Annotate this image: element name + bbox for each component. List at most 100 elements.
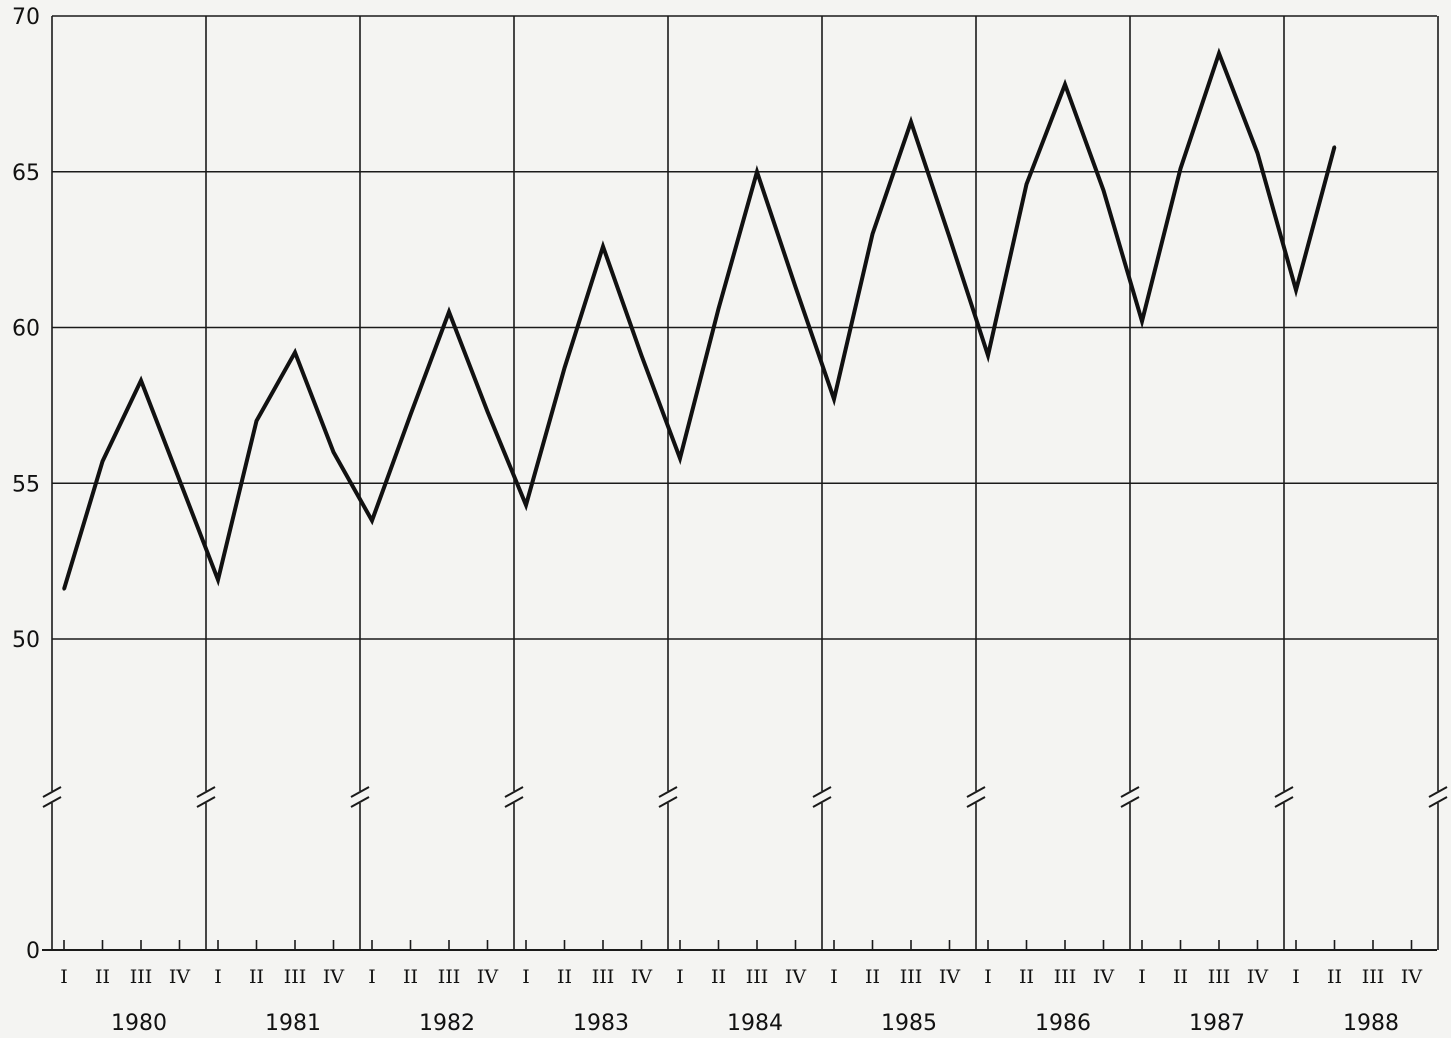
data-point <box>678 456 682 460</box>
data-point <box>62 587 66 591</box>
quarter-tick-label: II <box>403 966 418 988</box>
quarter-tick-label: IV <box>477 966 499 988</box>
axis-break-mark <box>658 786 678 798</box>
y-tick-label: 55 <box>12 472 40 497</box>
year-label: 1987 <box>1189 1011 1245 1036</box>
axis-break-mark <box>658 796 678 808</box>
quarter-tick-label: II <box>711 966 726 988</box>
axis-break-mark <box>1120 796 1140 808</box>
data-point <box>1217 51 1221 55</box>
axis-break-mark <box>1428 786 1448 798</box>
year-label: 1983 <box>573 1011 629 1036</box>
data-point <box>871 232 874 236</box>
quarter-tick-label: II <box>1173 966 1188 988</box>
quarter-tick-label: I <box>214 966 222 988</box>
quarter-tick-label: II <box>1327 966 1342 988</box>
quarter-tick-label: III <box>1054 966 1077 988</box>
axis-break-mark <box>350 796 370 808</box>
axis-break-mark <box>1274 796 1294 808</box>
year-label: 1988 <box>1343 1011 1399 1036</box>
data-point <box>1025 182 1028 186</box>
data-point <box>832 397 836 401</box>
quarter-tick-label: IV <box>323 966 345 988</box>
quarter-tick-label: III <box>284 966 307 988</box>
chart-axes <box>42 786 1448 951</box>
year-label: 1981 <box>265 1011 321 1036</box>
chart-grid <box>51 15 1439 950</box>
axis-break-mark <box>196 786 216 798</box>
quarter-tick-label: III <box>130 966 153 988</box>
year-label: 1984 <box>727 1011 783 1036</box>
year-label: 1986 <box>1035 1011 1091 1036</box>
quarter-tick-label: IV <box>939 966 961 988</box>
y-tick-label: 60 <box>12 317 40 342</box>
quarter-tick-label: I <box>984 966 992 988</box>
quarter-tick-label: I <box>676 966 684 988</box>
quarter-tick-label: I <box>1138 966 1146 988</box>
data-point <box>370 519 374 523</box>
quarter-tick-label: IV <box>1247 966 1269 988</box>
data-point <box>948 235 951 239</box>
quarter-tick-label: II <box>95 966 110 988</box>
y-tick-label: 0 <box>26 939 40 964</box>
data-point <box>524 503 528 507</box>
quarter-tick-label: II <box>557 966 572 988</box>
data-point <box>409 413 412 417</box>
data-point <box>1333 145 1336 149</box>
quarter-tick-label: II <box>1019 966 1034 988</box>
quarter-tick-label: II <box>249 966 264 988</box>
data-point <box>563 366 566 370</box>
data-point <box>986 354 990 358</box>
data-point <box>447 310 451 314</box>
data-point <box>332 450 335 454</box>
data-point <box>1102 188 1105 192</box>
axis-break-mark <box>812 786 832 798</box>
quarter-tick-label: III <box>900 966 923 988</box>
quarter-tick-label: IV <box>169 966 191 988</box>
quarter-tick-label: III <box>438 966 461 988</box>
data-point <box>717 307 720 311</box>
data-point <box>1256 151 1259 155</box>
data-point <box>755 170 759 174</box>
data-point <box>255 419 258 423</box>
quarter-tick-label: IV <box>1401 966 1423 988</box>
quarter-tick-label: I <box>60 966 68 988</box>
y-tick-label: 50 <box>12 628 40 653</box>
year-label: 1985 <box>881 1011 937 1036</box>
data-series <box>62 47 1337 591</box>
data-point <box>640 354 643 358</box>
axis-break-mark <box>504 786 524 798</box>
data-point <box>216 578 220 582</box>
x-axis-tick-labels: I II III IV I II III IV I II III IV I II III IV I II III IV… <box>60 966 1422 1036</box>
data-point <box>178 478 181 482</box>
data-point <box>139 378 143 382</box>
axis-break-mark <box>812 796 832 808</box>
y-tick-label: 70 <box>12 5 40 30</box>
axis-break-mark <box>42 786 62 798</box>
axis-break-mark <box>196 796 216 808</box>
quarter-tick-label: IV <box>631 966 653 988</box>
quarter-tick-label: IV <box>785 966 807 988</box>
axis-break-mark <box>350 786 370 798</box>
axis-break-mark <box>1274 786 1294 798</box>
data-point <box>101 459 104 463</box>
series-line-0 <box>62 47 1337 590</box>
y-axis-tick-labels: 0 50 55 60 65 70 <box>12 5 40 964</box>
axis-break-mark <box>42 796 62 808</box>
quarter-tick-label: II <box>865 966 880 988</box>
axis-break-mark <box>966 786 986 798</box>
data-point <box>1294 288 1298 292</box>
axis-break-mark <box>1428 796 1448 808</box>
data-point <box>1140 319 1144 323</box>
quarter-tick-label: I <box>522 966 530 988</box>
y-tick-label: 65 <box>12 161 40 186</box>
axis-break-mark <box>1120 786 1140 798</box>
data-point <box>909 120 913 124</box>
data-point <box>794 285 797 289</box>
quarter-tick-label: III <box>1208 966 1231 988</box>
data-point <box>1179 167 1182 171</box>
quarter-tick-label: III <box>746 966 769 988</box>
quarter-tick-label: III <box>1362 966 1385 988</box>
quarter-tick-label: I <box>1292 966 1300 988</box>
